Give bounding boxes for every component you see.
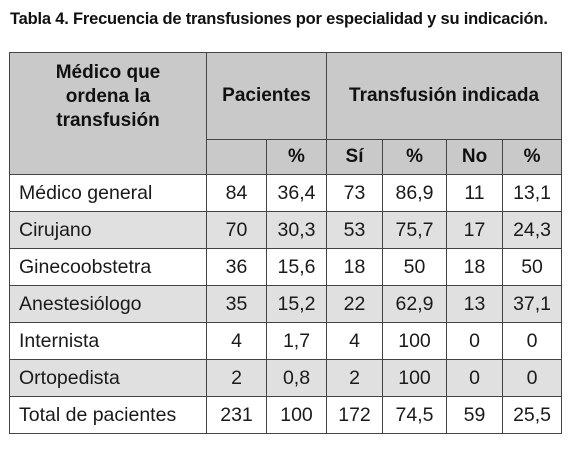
table-cell: 25,5 xyxy=(502,396,563,434)
table-cell: 2 xyxy=(326,359,384,397)
table-cell: 0 xyxy=(502,359,563,397)
subheader-cell xyxy=(206,139,267,175)
table-cell: 17 xyxy=(446,211,504,249)
table-cell: 59 xyxy=(446,396,504,434)
table-cell: 73 xyxy=(326,174,384,212)
table-cell: 100 xyxy=(265,396,328,434)
table-cell: 2 xyxy=(206,359,267,397)
table-cell: 75,7 xyxy=(382,211,448,249)
table-cell: 4 xyxy=(206,322,267,360)
table-cell: 4 xyxy=(326,322,384,360)
table-cell: 70 xyxy=(206,211,267,249)
table-cell: 30,3 xyxy=(265,211,328,249)
header-transfusion: Transfusión indicada xyxy=(326,52,563,140)
table-cell: 11 xyxy=(446,174,504,212)
row-label: Cirujano xyxy=(9,211,207,249)
table-cell: 15,6 xyxy=(265,248,328,286)
table-cell: 13,1 xyxy=(502,174,563,212)
header-medico-text: Médico que ordena la transfusión xyxy=(55,62,161,131)
row-label: Ginecoobstetra xyxy=(9,248,207,286)
table-cell: 24,3 xyxy=(502,211,563,249)
subheader-cell: % xyxy=(502,139,563,175)
table-cell: 0,8 xyxy=(265,359,328,397)
table-cell: 100 xyxy=(382,322,448,360)
row-label: Médico general xyxy=(9,174,207,212)
table-cell: 50 xyxy=(382,248,448,286)
row-label: Internista xyxy=(9,322,207,360)
table-cell: 15,2 xyxy=(265,285,328,323)
table-cell: 74,5 xyxy=(382,396,448,434)
table-caption: Tabla 4. Frecuencia de transfusiones por… xyxy=(10,10,548,28)
table-cell: 36,4 xyxy=(265,174,328,212)
table-row: Internista 4 1,7 4 100 0 0 xyxy=(9,322,563,360)
table-cell: 62,9 xyxy=(382,285,448,323)
table-cell: 50 xyxy=(502,248,563,286)
table-cell: 1,7 xyxy=(265,322,328,360)
transfusion-table: Médico que ordena la transfusión Pacient… xyxy=(9,52,563,434)
table-row: Cirujano 70 30,3 53 75,7 17 24,3 xyxy=(9,211,563,249)
table-cell: 100 xyxy=(382,359,448,397)
subheader-cell: No xyxy=(446,139,504,175)
row-label: Ortopedista xyxy=(9,359,207,397)
table-cell: 13 xyxy=(446,285,504,323)
table-cell: 86,9 xyxy=(382,174,448,212)
table-cell: 36 xyxy=(206,248,267,286)
table-cell: 172 xyxy=(326,396,384,434)
table-cell: 0 xyxy=(502,322,563,360)
table-cell: 0 xyxy=(446,322,504,360)
row-label: Anestesiólogo xyxy=(9,285,207,323)
table-row-total: Total de pacientes 231 100 172 74,5 59 2… xyxy=(9,396,563,434)
header-pacientes: Pacientes xyxy=(205,52,328,140)
subheader-cell: Sí xyxy=(326,139,384,175)
subheader-row: % Sí % No % xyxy=(10,139,563,175)
table-cell: 231 xyxy=(206,396,267,434)
table-cell: 18 xyxy=(326,248,384,286)
header-medico: Médico que ordena la transfusión xyxy=(9,52,207,175)
table-cell: 37,1 xyxy=(502,285,563,323)
table-cell: 22 xyxy=(326,285,384,323)
table-cell: 53 xyxy=(326,211,384,249)
row-label: Total de pacientes xyxy=(9,396,207,434)
table-cell: 84 xyxy=(206,174,267,212)
table-cell: 0 xyxy=(446,359,504,397)
subheader-cell: % xyxy=(382,139,448,175)
subheader-cell: % xyxy=(265,139,328,175)
header-row: Médico que ordena la transfusión Pacient… xyxy=(9,52,563,175)
table-row: Médico general 84 36,4 73 86,9 11 13,1 xyxy=(9,174,563,212)
table-row: Anestesiólogo 35 15,2 22 62,9 13 37,1 xyxy=(9,285,563,323)
table-cell: 35 xyxy=(206,285,267,323)
table-row: Ortopedista 2 0,8 2 100 0 0 xyxy=(9,359,563,397)
table-cell: 18 xyxy=(446,248,504,286)
table-row: Ginecoobstetra 36 15,6 18 50 18 50 xyxy=(9,248,563,286)
